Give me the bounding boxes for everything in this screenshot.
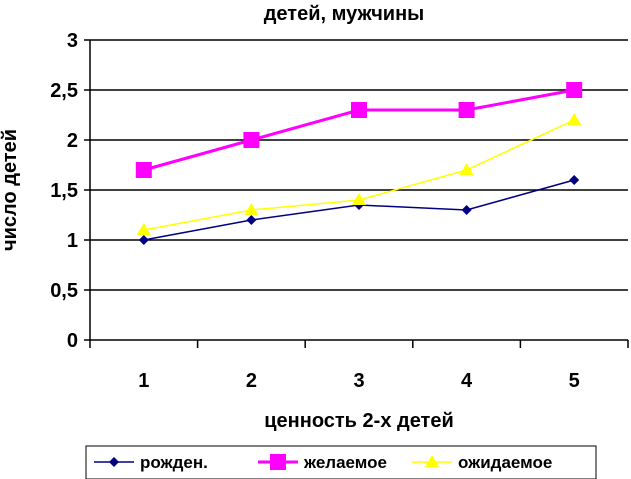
axes [84, 39, 629, 348]
data-point [246, 215, 257, 225]
legend-item: рожден. [94, 453, 208, 472]
data-point [135, 162, 152, 178]
legend-item: ожидаемое [412, 453, 552, 472]
legend-swatch-marker [270, 454, 286, 470]
legend-label: рожден. [140, 453, 208, 472]
y-tick-label: 0 [67, 330, 78, 352]
x-tick-label: 1 [138, 370, 149, 392]
x-tick-labels: 1 2 3 4 5 [138, 370, 580, 392]
x-tick-label: 4 [461, 370, 473, 392]
data-point [569, 175, 580, 185]
data-point [243, 132, 260, 148]
x-tick-label: 3 [353, 370, 364, 392]
y-axis-label: число детей [0, 129, 21, 251]
data-point [244, 203, 259, 215]
legend-label: желаемое [303, 453, 387, 472]
chart-title: детей, мужчины [264, 3, 425, 25]
x-tick-label: 2 [246, 370, 257, 392]
series-1 [138, 175, 580, 245]
series-line [143, 119, 575, 231]
legend-swatch-marker [425, 455, 439, 467]
data-point [459, 163, 474, 175]
data-point [458, 102, 475, 118]
series-group [135, 82, 583, 245]
series-3 [136, 113, 582, 235]
data-point [138, 235, 149, 245]
gridlines [90, 39, 628, 291]
y-tick-label: 2 [67, 130, 78, 152]
y-tick-labels: 0 0,5 1 1,5 2 2,5 3 [50, 30, 78, 352]
y-tick-label: 0,5 [50, 280, 78, 302]
data-point [352, 193, 366, 205]
data-point [566, 82, 583, 98]
data-point [136, 223, 151, 235]
y-tick-label: 3 [67, 30, 78, 52]
data-point [351, 102, 367, 118]
legend-box [85, 445, 597, 479]
data-point [567, 113, 582, 125]
y-tick-label: 2,5 [50, 80, 78, 102]
x-axis-label: ценность 2-х детей [264, 410, 454, 432]
x-tick-label: 5 [569, 370, 580, 392]
y-tick-label: 1,5 [50, 180, 78, 202]
legend-swatch-marker [109, 457, 119, 467]
data-point [461, 205, 472, 215]
legend-label: ожидаемое [458, 453, 552, 472]
legend-item: желаемое [258, 453, 387, 472]
series-2 [135, 82, 583, 178]
y-tick-label: 1 [67, 230, 78, 252]
legend: рожден. желаемое ожидаемое [85, 445, 597, 479]
